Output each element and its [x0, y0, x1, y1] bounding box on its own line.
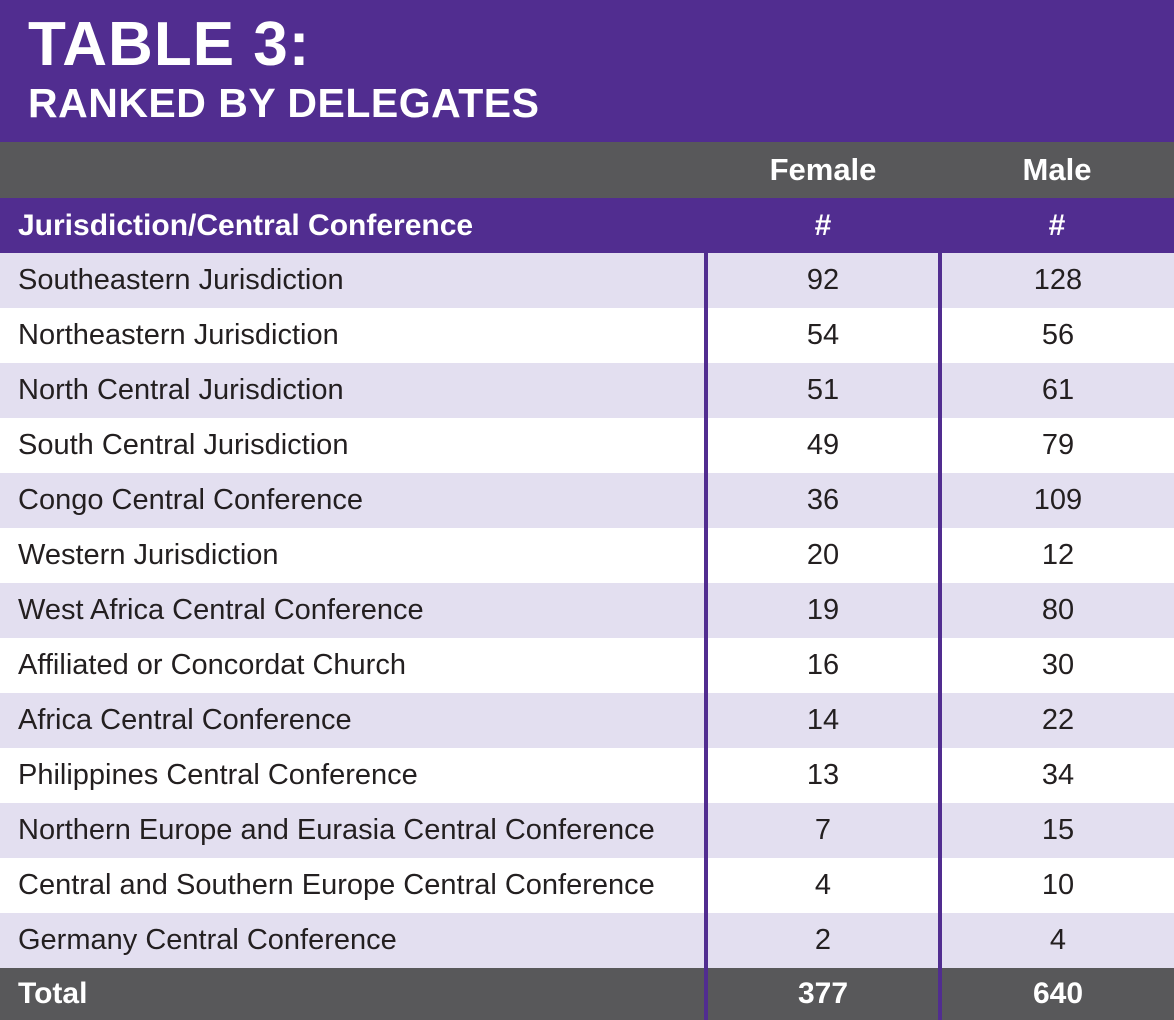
row-label: South Central Jurisdiction — [18, 429, 349, 461]
row-label: Northeastern Jurisdiction — [18, 319, 339, 351]
male-count: 15 — [938, 803, 1174, 858]
male-count: 56 — [938, 308, 1174, 363]
column-header-jurisdiction: Jurisdiction/Central Conference — [18, 208, 474, 242]
column-header-female: Female — [769, 152, 877, 187]
female-count: 92 — [704, 253, 940, 308]
row-label: West Africa Central Conference — [18, 594, 424, 626]
total-row: Total 377 640 — [0, 968, 1174, 1020]
female-count: 7 — [704, 803, 940, 858]
group-header-row: Female Male — [0, 142, 1174, 198]
row-label: Northern Europe and Eurasia Central Conf… — [18, 814, 655, 846]
female-count: 20 — [704, 528, 940, 583]
male-count: 12 — [938, 528, 1174, 583]
row-label: Affiliated or Concordat Church — [18, 649, 406, 681]
female-count: 54 — [704, 308, 940, 363]
male-count: 34 — [938, 748, 1174, 803]
row-label: Africa Central Conference — [18, 704, 352, 736]
table-row: Northern Europe and Eurasia Central Conf… — [0, 803, 1174, 858]
title-block: TABLE 3: RANKED BY DELEGATES — [0, 0, 1174, 142]
table-row: Central and Southern Europe Central Conf… — [0, 858, 1174, 913]
male-count: 61 — [938, 363, 1174, 418]
row-label: Central and Southern Europe Central Conf… — [18, 869, 655, 901]
table-subtitle: RANKED BY DELEGATES — [28, 80, 540, 126]
table-row: Philippines Central Conference 13 34 — [0, 748, 1174, 803]
table-row: West Africa Central Conference 19 80 — [0, 583, 1174, 638]
female-count: 2 — [704, 913, 940, 968]
table-row: North Central Jurisdiction 51 61 — [0, 363, 1174, 418]
row-label: Philippines Central Conference — [18, 759, 418, 791]
subheader-row: Jurisdiction/Central Conference # # — [0, 198, 1174, 253]
row-label: Western Jurisdiction — [18, 539, 279, 571]
row-label: North Central Jurisdiction — [18, 374, 344, 406]
male-count: 22 — [938, 693, 1174, 748]
row-label: Congo Central Conference — [18, 484, 363, 516]
total-female-count: 377 — [704, 968, 940, 1020]
female-count: 4 — [704, 858, 940, 913]
female-count: 14 — [704, 693, 940, 748]
male-count: 10 — [938, 858, 1174, 913]
male-count: 79 — [938, 418, 1174, 473]
male-count: 128 — [938, 253, 1174, 308]
male-count: 4 — [938, 913, 1174, 968]
female-count: 36 — [704, 473, 940, 528]
table-title: TABLE 3: — [28, 10, 311, 79]
table-row: Affiliated or Concordat Church 16 30 — [0, 638, 1174, 693]
delegates-table: Female Male Jurisdiction/Central Confere… — [0, 142, 1174, 1020]
row-label: Southeastern Jurisdiction — [18, 264, 344, 296]
row-label: Germany Central Conference — [18, 924, 397, 956]
table-row: South Central Jurisdiction 49 79 — [0, 418, 1174, 473]
table-row: Germany Central Conference 2 4 — [0, 913, 1174, 968]
column-header-male: Male — [1022, 152, 1092, 187]
table-row: Northeastern Jurisdiction 54 56 — [0, 308, 1174, 363]
female-count: 49 — [704, 418, 940, 473]
subheader-male-symbol: # — [1048, 208, 1066, 242]
female-count: 51 — [704, 363, 940, 418]
female-count: 13 — [704, 748, 940, 803]
group-header-spacer — [0, 142, 706, 198]
table-row: Africa Central Conference 14 22 — [0, 693, 1174, 748]
female-count: 19 — [704, 583, 940, 638]
male-count: 30 — [938, 638, 1174, 693]
table-row: Western Jurisdiction 20 12 — [0, 528, 1174, 583]
total-label: Total — [18, 977, 88, 1010]
total-male-count: 640 — [938, 968, 1174, 1020]
subheader-female-symbol: # — [814, 208, 832, 242]
female-count: 16 — [704, 638, 940, 693]
male-count: 109 — [938, 473, 1174, 528]
male-count: 80 — [938, 583, 1174, 638]
table-row: Southeastern Jurisdiction 92 128 — [0, 253, 1174, 308]
table-row: Congo Central Conference 36 109 — [0, 473, 1174, 528]
